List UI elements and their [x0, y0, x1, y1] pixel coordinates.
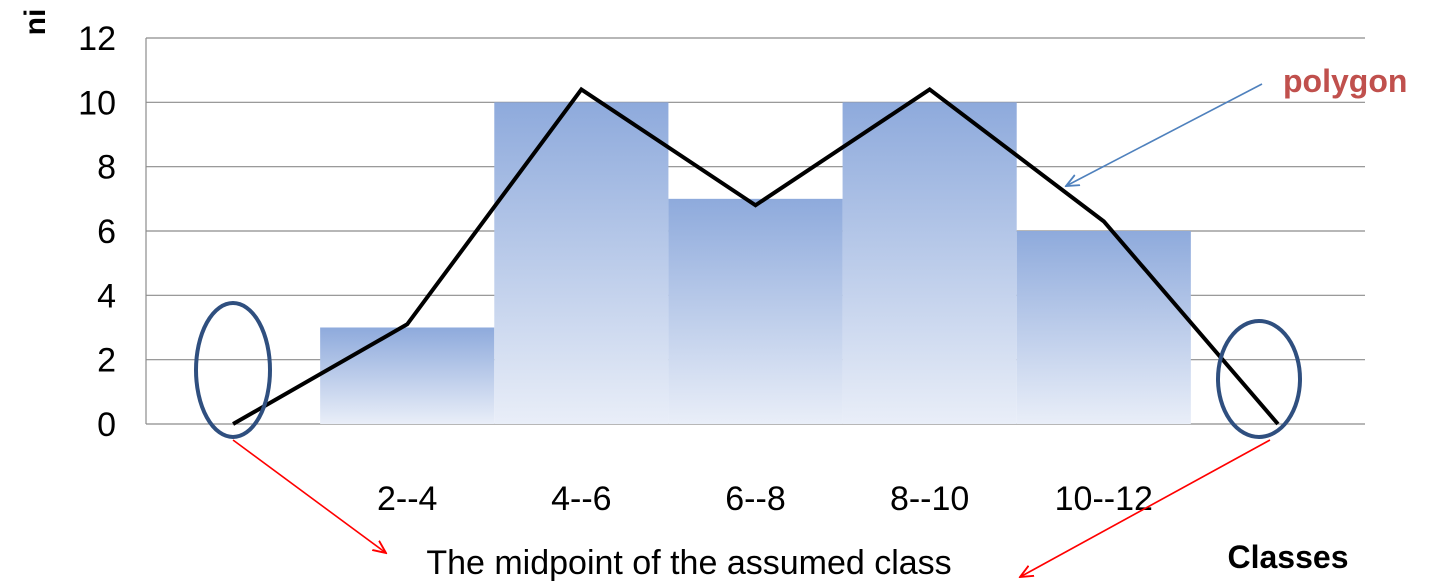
- x-category-labels: 2--4 4--6 6--8 8--10 10--12: [377, 480, 1153, 518]
- bar: [842, 102, 1017, 424]
- x-category-label: 8--10: [890, 480, 969, 518]
- bar: [494, 102, 669, 424]
- y-tick-label: 8: [97, 149, 116, 187]
- y-axis-title: ni: [19, 9, 52, 36]
- y-tick-label: 12: [78, 20, 116, 58]
- y-tick-label: 0: [97, 406, 116, 444]
- left-midpoint-arrow: [232, 439, 386, 553]
- x-category-label: 4--6: [551, 480, 611, 518]
- y-tick-labels: 0 2 4 6 8 10 12: [78, 20, 116, 444]
- bar: [1016, 231, 1191, 424]
- x-category-label: 2--4: [377, 480, 437, 518]
- y-tick-label: 4: [97, 277, 116, 315]
- polygon-label: polygon: [1283, 63, 1407, 99]
- bar: [668, 198, 843, 424]
- x-category-label: 10--12: [1055, 480, 1153, 518]
- y-tick-label: 10: [78, 84, 116, 122]
- bars: [320, 102, 1191, 424]
- y-tick-label: 2: [97, 342, 116, 380]
- frequency-polygon: [232, 86, 1280, 426]
- left-assumed-class-ellipse: [194, 301, 272, 439]
- bar: [320, 327, 495, 424]
- right-assumed-class-ellipse: [1216, 319, 1302, 439]
- midpoint-annotation: The midpoint of the assumed class: [426, 544, 951, 582]
- polygon-pointer-arrow: [1066, 83, 1263, 186]
- right-midpoint-arrow: [1020, 439, 1271, 577]
- x-category-label: 6--8: [725, 480, 785, 518]
- y-tick-label: 6: [97, 213, 116, 251]
- x-axis-title: Classes: [1228, 539, 1349, 575]
